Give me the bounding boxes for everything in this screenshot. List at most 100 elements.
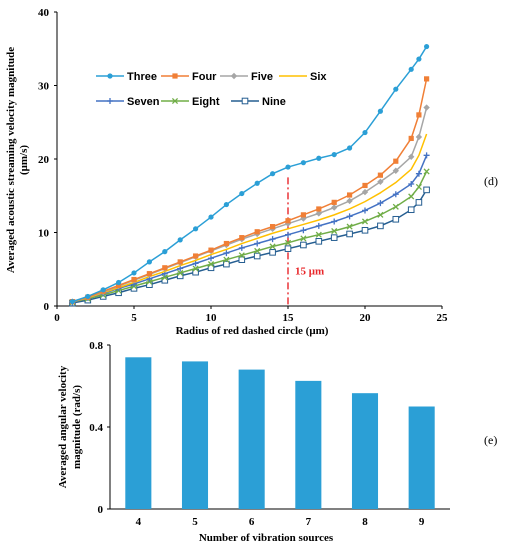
legend-swatch-marker <box>241 97 249 105</box>
data-point-nine <box>423 186 430 194</box>
panel-label-e: (e) <box>484 433 497 447</box>
data-point-seven <box>254 240 261 247</box>
data-point-nine <box>223 260 230 268</box>
legend-item-three: Three <box>96 71 157 83</box>
data-point-four <box>416 112 422 118</box>
data-point-seven <box>392 191 399 198</box>
y-tick-label: 0 <box>98 504 104 516</box>
data-point-eight <box>207 261 215 268</box>
data-point-eight <box>377 211 384 218</box>
data-point-three <box>193 226 199 232</box>
legend-label: Eight <box>192 96 220 108</box>
data-point-five <box>377 178 384 185</box>
data-point-four <box>223 240 229 247</box>
data-point-three <box>408 66 414 72</box>
data-point-eight <box>331 227 338 235</box>
bar-6 <box>238 369 265 509</box>
legend-swatch-marker <box>171 97 179 105</box>
data-point-nine <box>238 256 246 263</box>
series-three <box>69 43 430 305</box>
data-point-three <box>347 145 353 151</box>
data-point-seven <box>346 213 353 220</box>
data-point-four <box>208 247 214 253</box>
y-axis-title-line-1: Averaged angular velocity <box>57 365 69 488</box>
data-point-four <box>177 259 183 265</box>
data-point-three <box>69 298 75 305</box>
data-point-eight <box>423 168 430 175</box>
data-point-four <box>116 282 122 289</box>
data-point-seven <box>192 260 199 267</box>
data-point-three <box>177 237 183 243</box>
data-point-nine <box>330 234 338 241</box>
data-point-nine <box>415 199 423 206</box>
legend-swatch-marker <box>172 73 178 79</box>
dashed-radius-annotation: 15 μm <box>287 177 324 306</box>
data-point-three <box>239 190 245 197</box>
legend: Three Four Five Six Seven Eight Nine <box>96 71 327 108</box>
y-tick-label: 30 <box>38 81 50 93</box>
data-point-four <box>254 229 260 235</box>
legend-item-five: Five <box>220 71 273 83</box>
data-point-three <box>146 259 152 265</box>
data-point-five <box>408 153 415 160</box>
bar-9 <box>408 406 435 509</box>
data-point-four <box>362 182 368 189</box>
data-point-seven <box>300 227 307 234</box>
data-point-nine <box>377 222 384 230</box>
x-axis-title: Number of vibration sources <box>199 532 334 544</box>
y-tick-label: 40 <box>38 7 50 19</box>
data-point-four <box>300 212 306 218</box>
legend-label: Five <box>251 71 273 83</box>
x-tick-label: 7 <box>306 516 312 528</box>
data-point-eight <box>161 274 168 281</box>
data-point-eight <box>415 183 422 190</box>
data-point-seven <box>415 170 422 177</box>
y-tick-labels: 0 10 20 30 40 <box>38 7 57 313</box>
data-point-three <box>131 270 137 276</box>
data-point-seven <box>362 207 368 214</box>
legend-label: Seven <box>127 96 160 108</box>
data-point-three <box>424 43 430 50</box>
y-axis-title-line-2: (μm/s) <box>18 145 30 175</box>
data-point-four <box>131 276 137 283</box>
x-tick-label: 20 <box>360 312 372 324</box>
data-point-four <box>316 206 322 212</box>
data-point-seven <box>177 265 184 272</box>
data-point-eight <box>346 223 353 230</box>
data-point-eight <box>223 256 230 263</box>
data-point-three <box>393 86 399 92</box>
x-tick-label: 6 <box>249 516 255 528</box>
legend-label: Nine <box>262 96 286 108</box>
series-line-five <box>72 107 428 303</box>
data-point-three <box>116 279 122 286</box>
x-tick-label: 5 <box>192 516 198 528</box>
y-axis-title-line-2: magnitude (rad/s) <box>71 385 83 469</box>
legend-item-four: Four <box>161 71 217 83</box>
data-point-four <box>377 172 383 178</box>
data-point-nine <box>361 226 369 234</box>
data-point-seven <box>238 244 245 251</box>
data-point-four <box>408 135 414 142</box>
y-tick-label: 10 <box>38 228 50 240</box>
data-point-four <box>193 253 199 259</box>
x-tick-labels: 4 5 6 7 8 9 <box>136 516 425 528</box>
data-point-seven <box>423 152 430 159</box>
data-point-seven <box>377 200 384 207</box>
data-point-eight <box>269 243 276 250</box>
data-point-five <box>361 188 369 196</box>
data-point-nine <box>253 252 261 260</box>
data-point-five <box>415 133 423 141</box>
legend-item-nine: Nine <box>231 96 286 108</box>
legend-swatch-marker <box>230 72 238 80</box>
data-point-five <box>331 204 338 211</box>
bar-8 <box>351 393 379 509</box>
data-point-three <box>270 171 276 177</box>
x-tick-label: 4 <box>136 516 142 528</box>
data-point-three <box>416 56 422 62</box>
series-four <box>69 76 430 305</box>
x-tick-label: 10 <box>206 312 218 324</box>
data-point-eight <box>284 239 292 246</box>
data-point-three <box>100 287 106 293</box>
